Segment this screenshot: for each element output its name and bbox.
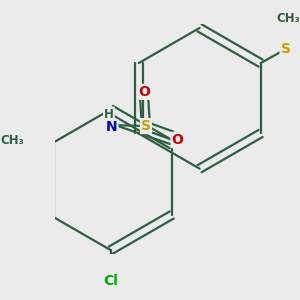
Text: S: S — [280, 42, 291, 56]
Text: CH₃: CH₃ — [0, 134, 24, 147]
Text: N: N — [106, 120, 118, 134]
Text: S: S — [141, 119, 151, 133]
Text: O: O — [172, 133, 183, 147]
Text: O: O — [138, 85, 150, 99]
Text: H: H — [104, 107, 114, 121]
Text: Cl: Cl — [103, 274, 118, 288]
Text: CH₃: CH₃ — [277, 12, 300, 25]
